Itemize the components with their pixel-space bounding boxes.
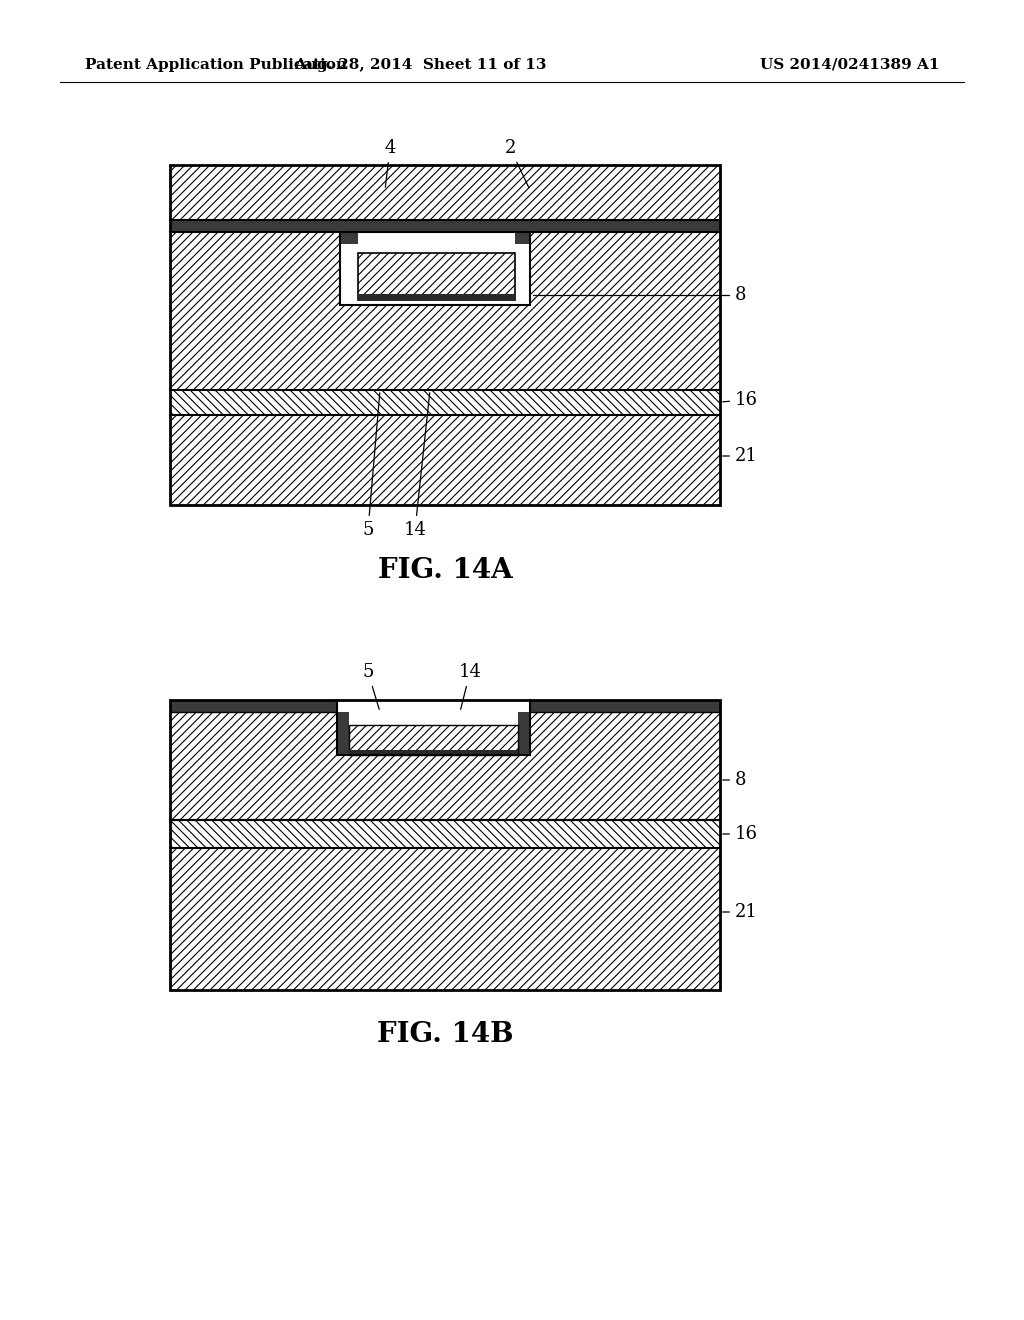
Text: 8: 8 <box>532 286 746 304</box>
Text: 16: 16 <box>723 825 758 843</box>
Text: 8: 8 <box>723 771 746 789</box>
Bar <box>170 700 720 820</box>
Text: US 2014/0241389 A1: US 2014/0241389 A1 <box>760 58 939 73</box>
Text: Patent Application Publication: Patent Application Publication <box>85 58 347 73</box>
Text: 14: 14 <box>403 393 430 539</box>
Text: 14: 14 <box>459 663 481 709</box>
Bar <box>530 700 720 711</box>
Bar <box>170 232 720 389</box>
Bar <box>518 711 530 755</box>
Bar <box>349 750 518 755</box>
Bar <box>337 711 349 755</box>
Bar <box>170 414 720 506</box>
Text: FIG. 14B: FIG. 14B <box>377 1022 513 1048</box>
Bar <box>170 220 720 232</box>
Bar <box>340 232 358 244</box>
Bar <box>349 725 518 755</box>
Text: 21: 21 <box>723 447 758 465</box>
Bar <box>170 700 720 990</box>
Bar <box>170 847 720 990</box>
Text: 2: 2 <box>504 139 528 187</box>
Text: 21: 21 <box>723 903 758 921</box>
Bar <box>170 165 720 506</box>
Text: FIG. 14A: FIG. 14A <box>378 557 512 583</box>
Text: 16: 16 <box>723 391 758 409</box>
Text: 5: 5 <box>362 393 380 539</box>
Bar <box>358 294 515 300</box>
Bar <box>170 700 337 711</box>
Bar <box>170 165 720 220</box>
Bar <box>337 700 530 755</box>
Text: Aug. 28, 2014  Sheet 11 of 13: Aug. 28, 2014 Sheet 11 of 13 <box>294 58 546 73</box>
Bar <box>358 253 515 300</box>
Bar <box>170 820 720 847</box>
Text: 5: 5 <box>362 663 379 709</box>
Text: 4: 4 <box>384 139 395 187</box>
Bar <box>515 232 530 244</box>
Bar <box>170 389 720 414</box>
Bar <box>340 232 530 305</box>
